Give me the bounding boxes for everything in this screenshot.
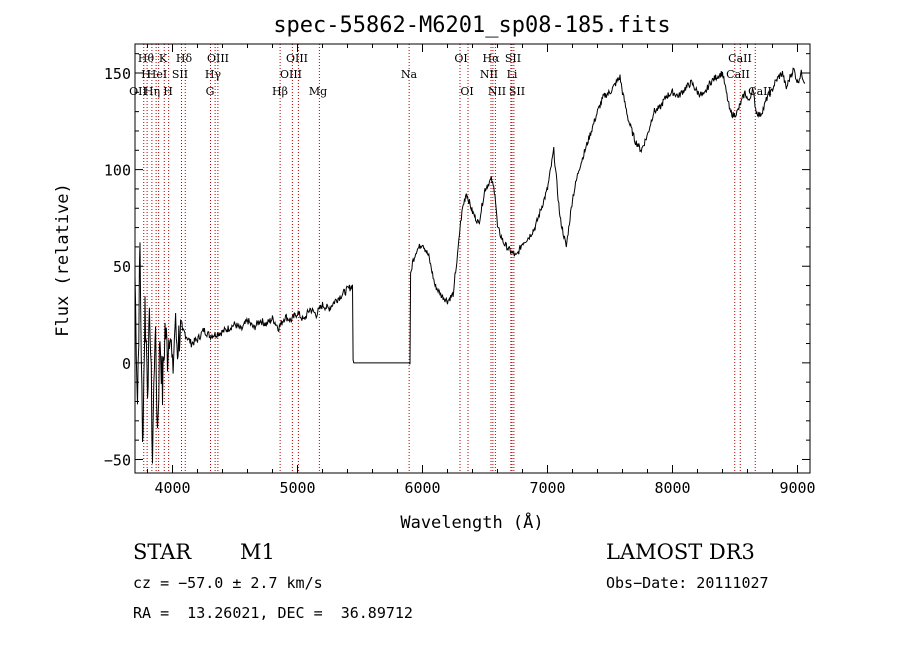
x-tick-label: 8000 <box>654 479 690 497</box>
emission-line-label: Hγ <box>205 68 222 81</box>
emission-line-label: G <box>206 85 215 98</box>
survey-name: LAMOST DR3 <box>606 540 755 564</box>
emission-line-label: OIII <box>286 52 308 65</box>
y-axis: −50 0 50 100 150 <box>104 53 810 469</box>
observation-date: Obs−Date: 20111027 <box>606 574 769 592</box>
emission-line-label: NII <box>480 68 498 81</box>
emission-line-label: Li <box>507 68 518 81</box>
emission-line-label: OI <box>454 52 467 65</box>
emission-line-label: Mg <box>309 85 327 98</box>
emission-line-label: NII <box>488 85 506 98</box>
object-type: STAR <box>133 540 192 564</box>
y-tick-label: −50 <box>104 451 131 469</box>
emission-line-label: Na <box>401 68 418 81</box>
emission-line-label: SII <box>172 68 188 81</box>
emission-line-label: CaII <box>728 52 752 65</box>
x-tick-label: 4000 <box>154 479 190 497</box>
spectrum-line <box>134 67 806 464</box>
y-tick-label: 100 <box>104 162 131 180</box>
emission-line-label: H <box>163 85 173 98</box>
emission-line-label: K <box>159 52 168 65</box>
emission-line-label: Hα <box>482 52 500 65</box>
y-tick-label: 50 <box>113 258 131 276</box>
emission-line-label: OIII <box>280 68 302 81</box>
emission-line-label: H <box>141 68 151 81</box>
emission-line-label: OIII <box>207 52 229 65</box>
x-axis-label: Wavelength (Å) <box>400 511 543 533</box>
y-axis-label: Flux (relative) <box>53 183 73 337</box>
y-tick-label: 150 <box>104 65 131 83</box>
object-subclass: M1 <box>240 540 275 564</box>
coordinates: RA = 13.26021, DEC = 36.89712 <box>133 604 413 622</box>
emission-line-label: Hη <box>144 85 160 98</box>
emission-line-markers <box>143 44 756 473</box>
plot-frame <box>134 43 811 474</box>
x-axis: 4000 5000 6000 7000 8000 9000 <box>147 44 816 497</box>
emission-line-label: Hθ <box>138 52 155 65</box>
emission-line-label: OII <box>129 85 147 98</box>
emission-line-label: HeI <box>147 68 167 81</box>
chart-title: spec-55862-M6201_sp08-185.fits <box>273 13 670 38</box>
emission-line-label: SII <box>509 85 525 98</box>
redshift-info: cz = −57.0 ± 2.7 km/s <box>133 574 323 592</box>
x-tick-label: 7000 <box>529 479 565 497</box>
x-tick-label: 9000 <box>779 479 815 497</box>
emission-line-label: OI <box>460 85 473 98</box>
x-tick-label: 5000 <box>279 479 315 497</box>
y-tick-label: 0 <box>122 355 131 373</box>
emission-line-label: Hβ <box>272 85 288 98</box>
x-tick-label: 6000 <box>404 479 440 497</box>
emission-line-label: Hδ <box>176 52 193 65</box>
emission-line-label: CaII <box>726 68 750 81</box>
emission-line-label: SII <box>505 52 521 65</box>
